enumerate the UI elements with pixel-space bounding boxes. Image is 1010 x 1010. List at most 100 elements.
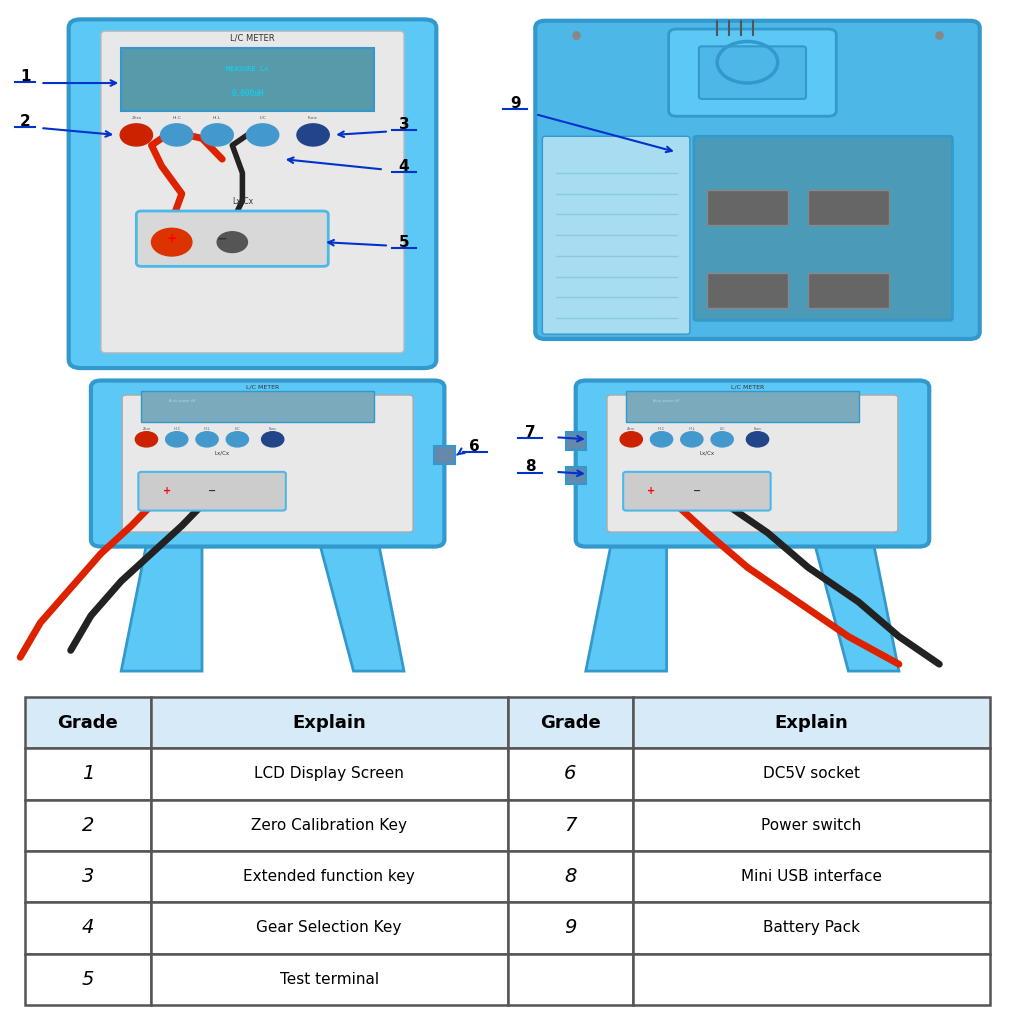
Text: −: − xyxy=(693,486,701,496)
FancyBboxPatch shape xyxy=(566,432,586,449)
Text: 2: 2 xyxy=(20,113,30,128)
Bar xyxy=(633,800,990,850)
Bar xyxy=(507,697,633,748)
Text: L/C: L/C xyxy=(719,427,725,431)
Text: 6: 6 xyxy=(564,765,577,784)
Text: 6: 6 xyxy=(470,438,480,453)
Text: Func: Func xyxy=(269,427,277,431)
Text: 4: 4 xyxy=(399,159,409,174)
Circle shape xyxy=(217,231,247,252)
Text: Grade: Grade xyxy=(58,714,118,731)
Bar xyxy=(25,902,150,953)
Polygon shape xyxy=(808,519,899,671)
Circle shape xyxy=(297,124,329,146)
Circle shape xyxy=(226,431,248,447)
Bar xyxy=(633,697,990,748)
Circle shape xyxy=(246,124,279,146)
Text: Lx/Cx: Lx/Cx xyxy=(232,196,252,205)
Text: Gear Selection Key: Gear Selection Key xyxy=(257,920,402,935)
Text: Hi.C: Hi.C xyxy=(658,427,666,431)
Text: +: + xyxy=(647,486,655,496)
FancyBboxPatch shape xyxy=(141,391,374,422)
Text: Hi.L: Hi.L xyxy=(204,427,210,431)
Circle shape xyxy=(201,124,233,146)
FancyBboxPatch shape xyxy=(91,381,444,546)
Circle shape xyxy=(681,431,703,447)
Text: L/C: L/C xyxy=(260,115,266,119)
Text: Hi.L: Hi.L xyxy=(689,427,695,431)
Text: Func: Func xyxy=(308,115,318,119)
Text: 1: 1 xyxy=(20,69,30,84)
Text: Lx/Cx: Lx/Cx xyxy=(215,450,229,456)
Text: Grade: Grade xyxy=(540,714,601,731)
Circle shape xyxy=(746,431,769,447)
Circle shape xyxy=(152,228,192,256)
FancyBboxPatch shape xyxy=(535,21,980,339)
Bar xyxy=(808,190,889,225)
Text: 9: 9 xyxy=(564,918,577,937)
Bar xyxy=(150,697,507,748)
FancyBboxPatch shape xyxy=(699,46,806,99)
Text: Zero: Zero xyxy=(131,115,141,119)
Circle shape xyxy=(196,431,218,447)
Polygon shape xyxy=(586,519,667,671)
Text: 3: 3 xyxy=(82,868,94,886)
FancyBboxPatch shape xyxy=(138,472,286,511)
Bar xyxy=(507,902,633,953)
Text: L/C METER: L/C METER xyxy=(246,385,279,390)
Bar xyxy=(25,800,150,850)
Text: 4: 4 xyxy=(82,918,94,937)
Circle shape xyxy=(650,431,673,447)
Text: Zero Calibration Key: Zero Calibration Key xyxy=(251,818,407,833)
Bar xyxy=(150,902,507,953)
Text: Hi.C: Hi.C xyxy=(173,427,181,431)
Text: Battery Pack: Battery Pack xyxy=(763,920,860,935)
Text: Explain: Explain xyxy=(775,714,848,731)
FancyBboxPatch shape xyxy=(434,446,454,464)
Text: Power switch: Power switch xyxy=(762,818,862,833)
Text: Hi.L: Hi.L xyxy=(213,115,221,119)
Text: Extended function key: Extended function key xyxy=(243,869,415,884)
Text: Auto power off: Auto power off xyxy=(653,399,680,403)
Bar xyxy=(25,850,150,902)
Bar xyxy=(150,953,507,1005)
Text: 0.000uH: 0.000uH xyxy=(231,89,264,98)
Circle shape xyxy=(135,431,158,447)
Text: 5: 5 xyxy=(82,970,94,989)
Text: Func: Func xyxy=(753,427,762,431)
FancyBboxPatch shape xyxy=(623,472,771,511)
Bar xyxy=(707,274,788,308)
FancyBboxPatch shape xyxy=(101,31,404,352)
Bar xyxy=(150,748,507,800)
Text: −: − xyxy=(217,232,227,245)
Text: 9: 9 xyxy=(510,96,520,111)
Circle shape xyxy=(161,124,193,146)
Text: −: − xyxy=(208,486,216,496)
Text: 1: 1 xyxy=(82,765,94,784)
Text: DC5V socket: DC5V socket xyxy=(763,767,860,782)
Text: 2: 2 xyxy=(82,816,94,834)
Text: 5: 5 xyxy=(399,234,409,249)
Bar xyxy=(150,850,507,902)
Polygon shape xyxy=(121,519,202,671)
Text: 7: 7 xyxy=(525,425,535,440)
Bar xyxy=(633,953,990,1005)
Text: +: + xyxy=(163,486,171,496)
Bar xyxy=(25,953,150,1005)
Bar xyxy=(633,748,990,800)
Text: 3: 3 xyxy=(399,117,409,132)
FancyBboxPatch shape xyxy=(669,29,836,116)
Text: Zero: Zero xyxy=(142,427,150,431)
Text: 8: 8 xyxy=(525,460,535,475)
Text: Hi.C: Hi.C xyxy=(173,115,181,119)
Text: Test terminal: Test terminal xyxy=(280,972,379,987)
FancyBboxPatch shape xyxy=(576,381,929,546)
FancyBboxPatch shape xyxy=(566,467,586,484)
Bar xyxy=(633,902,990,953)
Bar xyxy=(808,274,889,308)
Bar xyxy=(150,800,507,850)
Text: Zero: Zero xyxy=(627,427,635,431)
Circle shape xyxy=(711,431,733,447)
Circle shape xyxy=(120,124,153,146)
Text: Explain: Explain xyxy=(292,714,366,731)
